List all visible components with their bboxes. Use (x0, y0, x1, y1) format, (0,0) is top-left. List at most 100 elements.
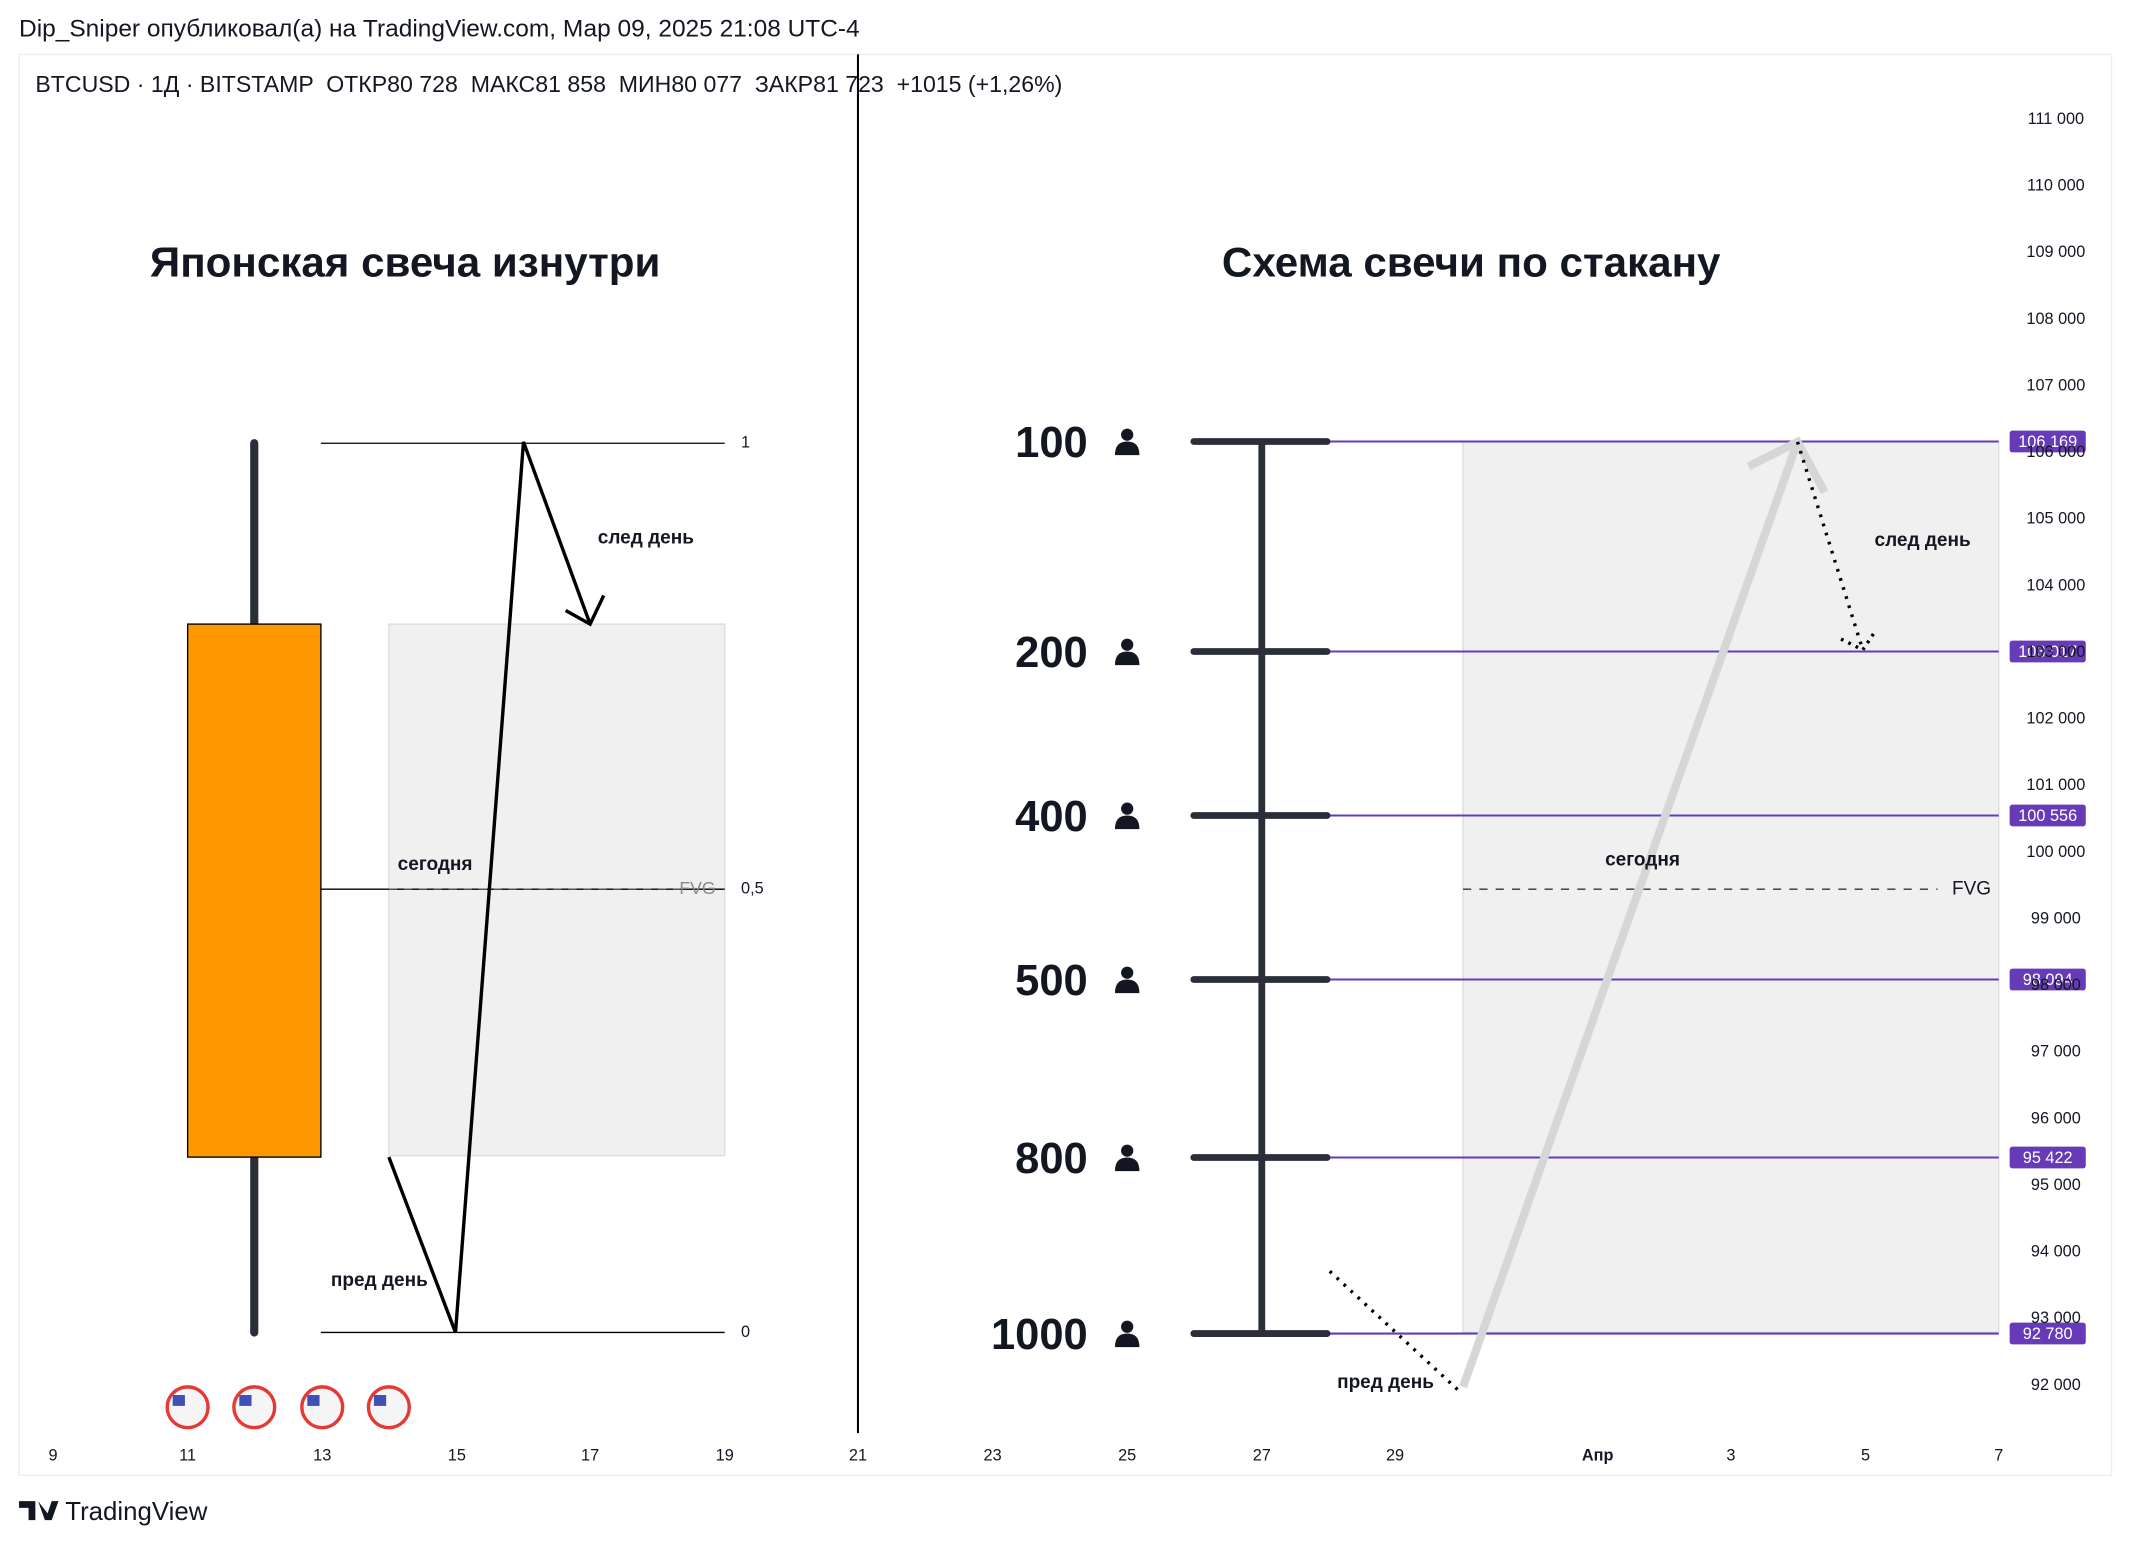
y-tick-label: 107 000 (2026, 376, 2085, 394)
person-icon (1114, 1144, 1140, 1172)
icon-head (1121, 802, 1134, 815)
y-tick-label: 104 000 (2026, 576, 2085, 594)
icon-head (1121, 428, 1134, 441)
volume-label: 200 (1015, 629, 1088, 677)
annotation: пред день (1337, 1372, 1434, 1393)
price-path (387, 441, 592, 1334)
volume-label: 800 (1015, 1135, 1088, 1183)
x-tick-label: 15 (448, 1447, 466, 1465)
price-path (1459, 440, 1802, 1389)
x-tick-label: 13 (313, 1447, 331, 1465)
chart-frame (18, 53, 2113, 1476)
icon-head (1121, 1320, 1134, 1333)
arrow-head (564, 594, 606, 627)
volume-label: 500 (1015, 957, 1088, 1005)
x-tick-label: 3 (1726, 1447, 1735, 1465)
y-tick-label: 108 000 (2026, 310, 2085, 328)
y-tick-label: 105 000 (2026, 510, 2085, 528)
icon-head (1121, 638, 1134, 651)
person-icon (1114, 1320, 1140, 1348)
dotted-path (1328, 1270, 1459, 1391)
annotation: сегодня (1605, 850, 1680, 871)
x-tick-label: 9 (48, 1447, 57, 1465)
icon-body (1114, 651, 1140, 666)
annotation: след день (598, 527, 694, 548)
fvg-box (1462, 441, 2000, 1334)
price-tag (2009, 804, 2086, 827)
y-tick-label: 92 000 (2031, 1376, 2081, 1394)
price-tag (2009, 430, 2086, 453)
annotation: пред день (331, 1270, 428, 1291)
x-tick-label: 17 (581, 1447, 599, 1465)
candle-body (186, 623, 322, 1158)
levels: 100 106 169 200 103 017 400 100 556 500 98 094 8… (991, 419, 2086, 1359)
y-tick-label: 102 000 (2026, 710, 2085, 728)
y-tick-label: 97 000 (2031, 1043, 2081, 1061)
person-icon (1114, 802, 1140, 830)
volume-label: 1000 (991, 1311, 1088, 1359)
left-title: Японская свеча изнутри (150, 238, 661, 285)
x-tick-label: 11 (179, 1447, 196, 1465)
y-tick-label: 96 000 (2031, 1109, 2081, 1127)
icon-body (1114, 441, 1140, 456)
icon-head (1121, 966, 1134, 979)
price-tag-label: 92 780 (2023, 1325, 2073, 1343)
price-tag-label: 103 017 (2018, 643, 2077, 661)
person-icon (1114, 428, 1140, 456)
y-tick-label: 111 000 (2028, 110, 2085, 128)
right-title: Схема свечи по стакану (1222, 238, 1721, 285)
icon-body (1114, 979, 1140, 994)
x-tick-label: 19 (716, 1447, 734, 1465)
y-tick-label: 103 000 (2026, 643, 2085, 661)
x-tick-label: 21 (849, 1447, 867, 1465)
y-tick-label: 98 000 (2031, 976, 2081, 994)
level-label: 0 (741, 1323, 750, 1341)
y-tick-label: 93 000 (2031, 1309, 2081, 1327)
person-icon (1114, 638, 1140, 666)
brand: TradingView (19, 1498, 208, 1526)
annotation: след день (1875, 530, 1971, 551)
x-tick-label: 5 (1861, 1447, 1870, 1465)
price-tag (2009, 968, 2086, 991)
level-label: 1 (741, 434, 750, 452)
level-label: 0,5 (741, 880, 764, 898)
y-tick-label: 94 000 (2031, 1243, 2081, 1261)
fvg-label: FVG (679, 878, 715, 898)
price-tag-label: 95 422 (2023, 1149, 2073, 1167)
x-tick-label: 7 (1994, 1447, 2003, 1465)
y-tick-label: 109 000 (2026, 243, 2085, 261)
icon-head (1121, 1144, 1134, 1157)
x-tick-label: 25 (1118, 1447, 1136, 1465)
y-tick-label: 99 000 (2031, 909, 2081, 927)
y-tick-label: 110 000 (2027, 177, 2085, 195)
price-tag-label: 106 169 (2018, 433, 2077, 451)
price-tag (2009, 1322, 2086, 1345)
left-diagram: 1 0,5 0 след день сегодня пред день FVG (165, 434, 764, 1430)
volume-label: 100 (1015, 419, 1088, 467)
x-tick-label: Апр (1582, 1447, 1614, 1465)
price-tag (2009, 640, 2086, 663)
y-tick-label: 95 000 (2031, 1176, 2081, 1194)
price-axis: 111 000 110 000 109 000 108 000 107 000 106 0… (2026, 110, 2085, 1394)
x-tick-label: 23 (984, 1447, 1002, 1465)
brand-text: TradingView (65, 1498, 207, 1526)
x-tick-label: 27 (1253, 1447, 1271, 1465)
symbol-line: BTCUSD · 1Д · BITSTAMP ОТКР80 728 МАКС81… (35, 71, 1062, 97)
icon-body (1114, 1333, 1140, 1348)
x-tick-label: 29 (1386, 1447, 1404, 1465)
annotation: сегодня (398, 854, 473, 875)
event-flags (165, 1385, 411, 1430)
y-tick-label: 106 000 (2026, 443, 2085, 461)
fvg-label: FVG (1952, 878, 1991, 899)
person-icon (1114, 966, 1140, 994)
time-axis: 9 11 13 15 17 19 21 23 25 27 29 Апр 3 5 7 (48, 1447, 2003, 1465)
y-tick-label: 100 000 (2026, 843, 2085, 861)
icon-body (1114, 1157, 1140, 1172)
price-tag-label: 100 556 (2018, 807, 2077, 825)
author-line: Dip_Sniper опубликовал(а) на TradingView… (19, 15, 860, 42)
dotted-path (1795, 441, 1865, 651)
icon-body (1114, 815, 1140, 830)
volume-label: 400 (1015, 793, 1088, 841)
